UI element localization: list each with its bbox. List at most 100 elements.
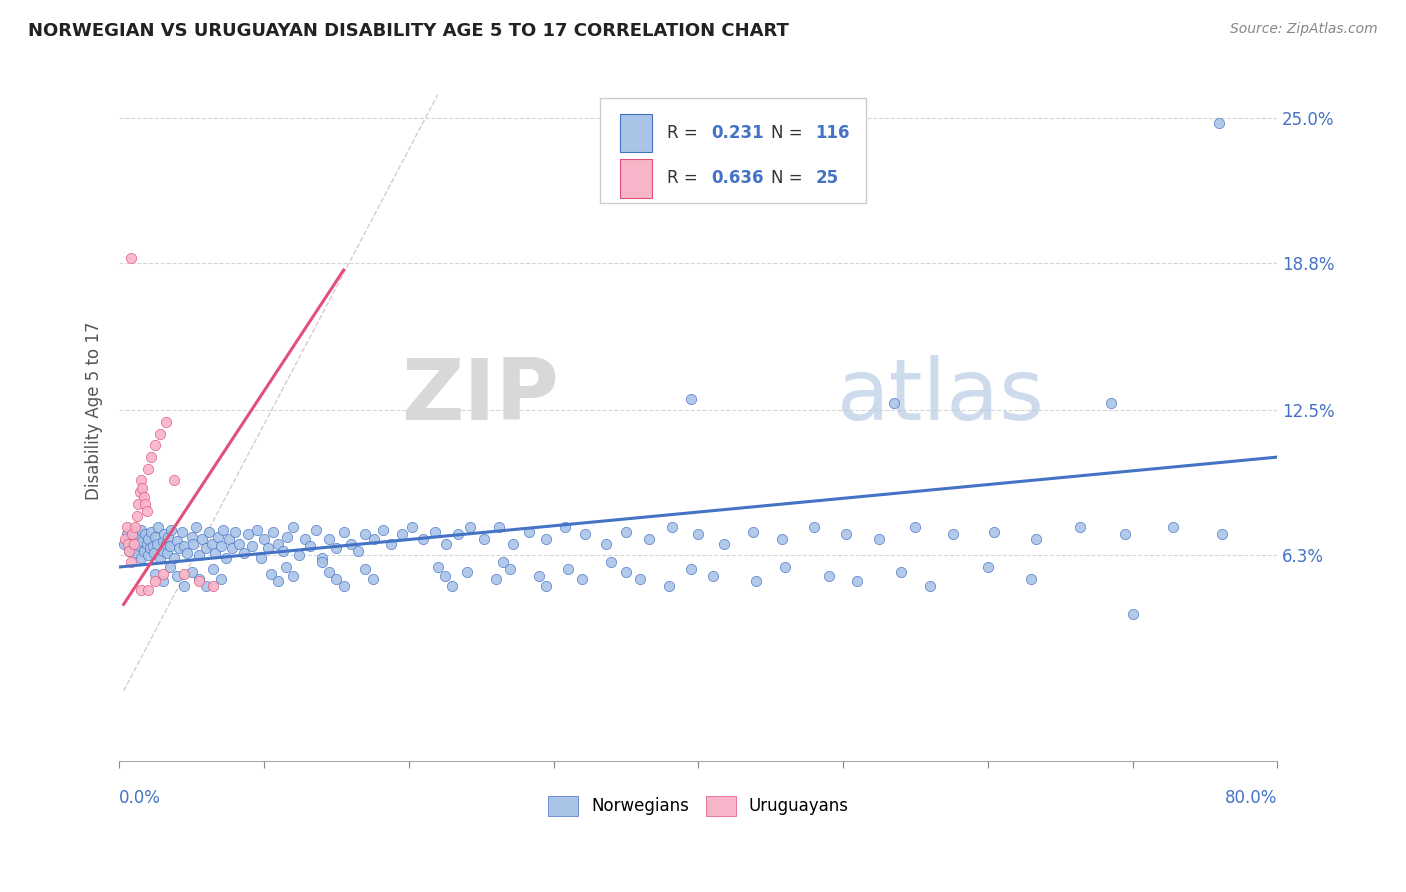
- Point: [136, 583, 159, 598]
- Point: [458, 520, 481, 534]
- Point: [274, 560, 297, 574]
- Point: [148, 520, 170, 534]
- Point: [145, 574, 167, 588]
- Point: [688, 527, 710, 541]
- Point: [770, 532, 793, 546]
- Point: [1211, 527, 1233, 541]
- Point: [155, 536, 177, 550]
- Point: [1114, 527, 1136, 541]
- Point: [221, 541, 243, 556]
- Point: [517, 524, 540, 539]
- Point: [661, 520, 683, 534]
- Point: [120, 252, 142, 266]
- Text: 0.231: 0.231: [711, 124, 763, 142]
- Point: [195, 541, 218, 556]
- Point: [267, 536, 290, 550]
- Point: [120, 555, 142, 569]
- Point: [128, 539, 150, 553]
- Point: [138, 541, 160, 556]
- Point: [347, 543, 370, 558]
- Point: [595, 536, 617, 550]
- Point: [918, 579, 941, 593]
- Point: [115, 520, 138, 534]
- FancyBboxPatch shape: [600, 98, 866, 203]
- Point: [817, 569, 839, 583]
- Point: [447, 527, 470, 541]
- Point: [118, 543, 141, 558]
- Point: [332, 524, 354, 539]
- Point: [236, 527, 259, 541]
- Point: [218, 532, 240, 546]
- Point: [153, 527, 176, 541]
- Point: [132, 490, 155, 504]
- Point: [160, 523, 183, 537]
- Point: [574, 527, 596, 541]
- Text: NORWEGIAN VS URUGUAYAN DISABILITY AGE 5 TO 17 CORRELATION CHART: NORWEGIAN VS URUGUAYAN DISABILITY AGE 5 …: [28, 22, 789, 40]
- Point: [170, 524, 193, 539]
- Point: [436, 536, 458, 550]
- Point: [354, 527, 377, 541]
- Point: [305, 523, 328, 537]
- Point: [311, 555, 333, 569]
- Point: [318, 532, 340, 546]
- Point: [262, 524, 284, 539]
- Point: [135, 536, 157, 550]
- Text: R =: R =: [666, 169, 703, 187]
- Point: [163, 474, 186, 488]
- Point: [614, 524, 637, 539]
- Point: [198, 524, 221, 539]
- Point: [224, 524, 246, 539]
- Point: [131, 534, 153, 549]
- Point: [201, 536, 224, 550]
- Point: [127, 530, 149, 544]
- Text: R =: R =: [666, 124, 703, 142]
- Point: [846, 574, 869, 588]
- Point: [536, 532, 558, 546]
- Point: [1025, 532, 1047, 546]
- Point: [250, 550, 273, 565]
- Point: [702, 569, 724, 583]
- Point: [209, 539, 232, 553]
- Point: [742, 524, 765, 539]
- Point: [129, 550, 152, 565]
- Text: N =: N =: [772, 124, 808, 142]
- Point: [332, 579, 354, 593]
- Point: [152, 574, 174, 588]
- Point: [713, 536, 735, 550]
- Point: [554, 520, 576, 534]
- Point: [112, 536, 135, 550]
- Point: [1069, 520, 1091, 534]
- Point: [181, 536, 204, 550]
- Point: [1019, 572, 1042, 586]
- Point: [257, 541, 280, 556]
- Point: [281, 569, 304, 583]
- Point: [527, 569, 550, 583]
- Point: [129, 523, 152, 537]
- Point: [191, 532, 214, 546]
- Point: [117, 536, 139, 550]
- Point: [679, 392, 702, 406]
- Point: [868, 532, 890, 546]
- Point: [122, 524, 145, 539]
- Point: [173, 579, 195, 593]
- Point: [253, 532, 276, 546]
- Point: [120, 532, 142, 546]
- Point: [679, 562, 702, 576]
- Point: [232, 546, 254, 560]
- Point: [202, 562, 225, 576]
- Point: [195, 579, 218, 593]
- Point: [139, 450, 162, 464]
- Point: [628, 572, 651, 586]
- Point: [114, 532, 136, 546]
- Point: [242, 539, 264, 553]
- Point: [125, 508, 148, 523]
- Point: [267, 574, 290, 588]
- Point: [136, 549, 159, 563]
- Point: [441, 579, 464, 593]
- Point: [156, 546, 179, 560]
- FancyBboxPatch shape: [620, 114, 652, 153]
- Point: [983, 524, 1005, 539]
- Point: [176, 546, 198, 560]
- Point: [340, 536, 363, 550]
- Point: [904, 520, 927, 534]
